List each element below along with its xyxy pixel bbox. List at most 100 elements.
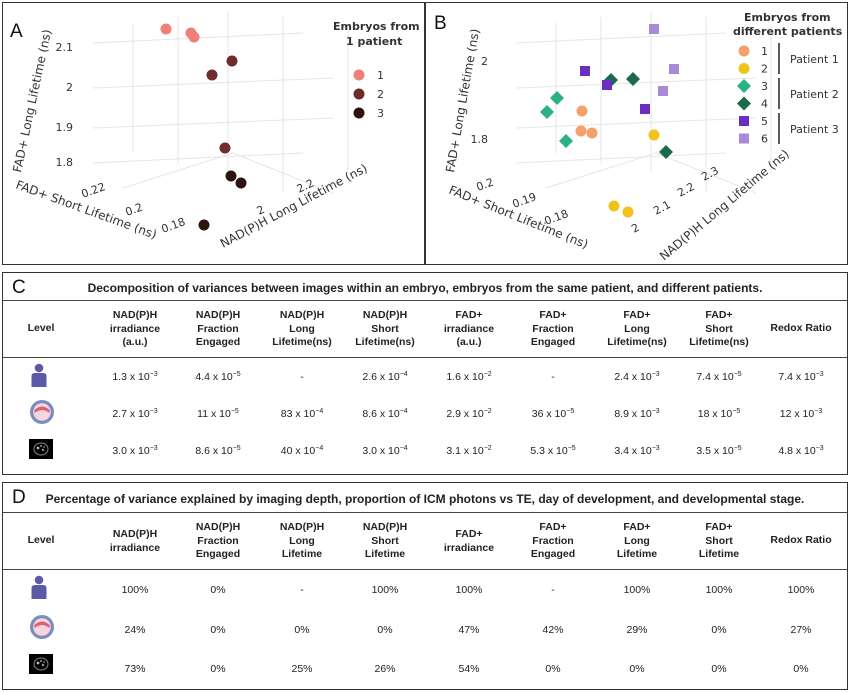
- table-c-data-cell: 3.5 x 10−5: [679, 445, 759, 459]
- table-d-data-cell: 42%: [542, 624, 564, 636]
- panel-b-label: B: [434, 13, 447, 34]
- table-c-cell-exponent: −3: [651, 371, 660, 378]
- panel-b-point-series-6: [658, 86, 668, 96]
- panel-b-grid-h: [515, 117, 757, 129]
- panel-a-point-series-3: [225, 170, 237, 182]
- panel-b-group-label: Patient 2: [790, 88, 839, 101]
- table-c-cell-exponent: −5: [732, 408, 741, 415]
- panel-b-point-series-5: [640, 104, 650, 114]
- table-d-header-cell: NAD(P)H Long Lifetime: [279, 521, 325, 560]
- table-c-cell-exponent: −5: [230, 408, 239, 415]
- panel-b-point-series-3: [559, 134, 573, 148]
- table-c-cell-exponent: −5: [567, 445, 576, 452]
- table-c-data-cell: 3.4 x 10−3: [597, 445, 677, 459]
- table-c-cell-exponent: −3: [149, 408, 158, 415]
- panel-b-legend-title: different patients: [733, 25, 843, 38]
- table-c-cell-mantissa: 2.4 x 10: [614, 371, 652, 383]
- table-c-data-cell: 40 x 10−4: [262, 445, 342, 459]
- table-c-label: C: [12, 277, 26, 298]
- table-c-data-cell: 12 x 10−3: [761, 408, 841, 422]
- table-c-cell-mantissa: 12 x 10: [779, 408, 815, 420]
- panel-a-legend-label: 1: [377, 69, 384, 82]
- panel-b-point-series-4: [659, 145, 673, 159]
- table-c-cell-exponent: −5: [232, 445, 241, 452]
- table-c-header-cell: NAD(P)H irradiance (a.u.): [109, 309, 161, 348]
- panel-b-point-series-4: [626, 72, 640, 86]
- table-c-data-cell: 3.0 x 10−3: [95, 445, 175, 459]
- panel-b-legend-label: 1: [761, 45, 768, 58]
- panel-b-point-series-1: [576, 105, 588, 117]
- person-icon: [29, 363, 49, 392]
- table-c-header-cell: FAD+ irradiance (a.u.): [443, 309, 495, 348]
- table-d-header-cell: FAD+ Fraction Engaged: [530, 521, 576, 560]
- table-c-cell-exponent: −3: [815, 371, 824, 378]
- table-c-data-cell: 4.8 x 10−3: [761, 445, 841, 459]
- panel-b-legend-label: 2: [761, 63, 768, 76]
- panel-b-point-series-1: [586, 127, 598, 139]
- panel-a-z-label: FAD+ Long Lifetime (ns): [10, 28, 54, 173]
- panel-a-grid-h: [92, 117, 334, 129]
- person-icon: [29, 575, 49, 604]
- table-d-data-cell: 100%: [623, 584, 651, 596]
- panel-a-legend-title: 1 patient: [346, 35, 402, 48]
- table-c-cell-exponent: −3: [149, 445, 158, 452]
- table-c-header-cell: Level: [27, 322, 55, 334]
- table-c-cell-mantissa: 18 x 10: [697, 408, 733, 420]
- panel-a-grid-floor: [232, 152, 334, 194]
- table-c-cell-mantissa: 1.3 x 10: [112, 371, 150, 383]
- panel-a-legend-label: 2: [377, 88, 384, 101]
- table-d-data-cell: 0%: [294, 624, 310, 636]
- panel-b-point-series-1: [575, 125, 587, 137]
- table-c-rule-header: [3, 357, 847, 358]
- table-d-data-cell: 29%: [626, 624, 648, 636]
- table-d-rule-header: [3, 569, 847, 570]
- panel-a-z-tick: 2.1: [56, 41, 74, 54]
- panel-a-y-tick: 2: [255, 203, 267, 218]
- table-d-data-cell: 100%: [121, 584, 149, 596]
- table-c-data-cell: 8.9 x 10−3: [597, 408, 677, 422]
- panel-b-legend-label: 6: [761, 133, 768, 146]
- table-d-header-cell: NAD(P)H Fraction Engaged: [195, 521, 241, 560]
- embryo-icon: [29, 399, 55, 430]
- table-c-header-cell: NAD(P)H Long Lifetime(ns): [272, 309, 332, 348]
- table-d-data-cell: 47%: [458, 624, 480, 636]
- table-d-data-cell: 54%: [458, 663, 480, 675]
- panel-b-legend-swatch: [738, 63, 750, 74]
- table-d-data-cell: 24%: [124, 624, 146, 636]
- panel-b-point-series-5: [602, 80, 612, 90]
- table-c-data-cell: 7.4 x 10−5: [679, 371, 759, 385]
- panel-a-grid-floor: [122, 152, 234, 189]
- panel-b-y-tick: 2: [629, 221, 641, 236]
- table-c-title: Decomposition of variances between image…: [87, 281, 763, 295]
- table-c-data-cell: 3.0 x 10−4: [345, 445, 425, 459]
- microscopy-image-icon: [29, 439, 53, 464]
- table-d-header-cell: NAD(P)H irradiance: [109, 528, 161, 554]
- panel-b-group-label: Patient 3: [790, 123, 839, 136]
- microscopy-image-icon: [29, 654, 53, 679]
- table-c-header-cell: FAD+ Fraction Engaged: [530, 309, 576, 348]
- panel-b-legend-swatch: [739, 116, 749, 126]
- panel-b-legend-swatch: [737, 79, 751, 93]
- table-d-data-cell: 73%: [124, 663, 146, 675]
- table-c-data-cell: -: [551, 371, 555, 383]
- table-c-cell-exponent: −5: [733, 445, 742, 452]
- panel-b-point-series-2: [622, 206, 634, 218]
- table-c-cell-mantissa: 7.4 x 10: [696, 371, 734, 383]
- table-c-cell-mantissa: 8.6 x 10: [195, 445, 233, 457]
- table-c-cell-exponent: −4: [315, 445, 324, 452]
- table-d-label: D: [12, 487, 26, 508]
- panel-a-z-tick: 2: [66, 81, 73, 94]
- table-d-data-cell: 27%: [790, 624, 812, 636]
- table-c-header-cell: NAD(P)H Fraction Engaged: [195, 309, 241, 348]
- panel-b-grid-floor: [655, 152, 757, 194]
- panel-a-y-label: NAD(P)H Long Lifetime (ns): [218, 161, 370, 251]
- table-c-cell-mantissa: 4.8 x 10: [778, 445, 816, 457]
- panel-a-z-tick: 1.8: [56, 156, 74, 169]
- table-d-data-cell: 25%: [291, 663, 313, 675]
- panel-b-point-series-2: [608, 200, 620, 212]
- table-d-data-cell: 0%: [377, 624, 393, 636]
- table-c-header-cell: FAD+ Short Lifetime(ns): [689, 309, 749, 348]
- table-c-data-cell: 11 x 10−5: [178, 408, 258, 422]
